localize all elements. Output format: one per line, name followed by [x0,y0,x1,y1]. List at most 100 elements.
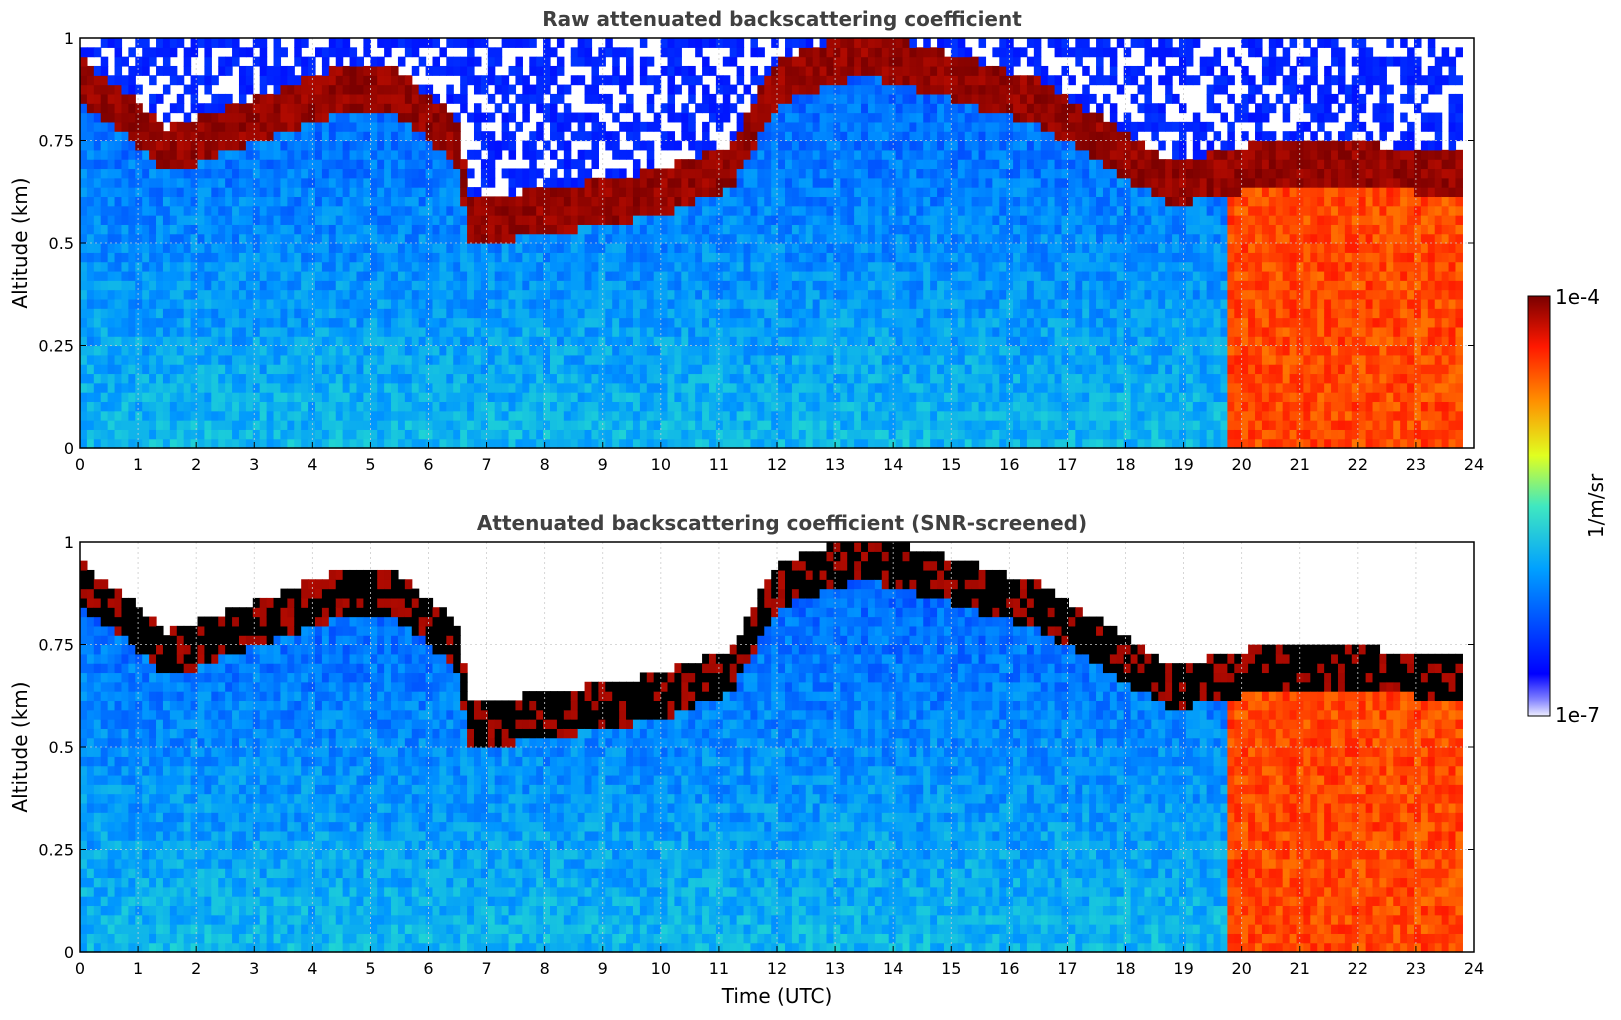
heatmap-cell [501,326,510,337]
heatmap-cell [80,364,88,375]
heatmap-cell [529,252,537,263]
heatmap-cell [867,103,876,114]
heatmap-cell [411,140,420,151]
heatmap-cell [453,131,461,142]
heatmap-cell [556,280,565,291]
heatmap-cell [570,420,579,430]
heatmap-cell [798,298,807,309]
heatmap-cell [238,224,247,235]
heatmap-cell [778,410,786,421]
heatmap-cell [861,38,869,48]
heatmap-cell [646,345,655,356]
heatmap-cell [121,131,129,142]
heatmap-cell [252,224,261,235]
heatmap-cell [142,38,150,48]
heatmap-cell [626,420,634,430]
heatmap-cell [80,196,88,207]
heatmap-cell [384,280,392,291]
heatmap-cell [612,317,620,328]
heatmap-cell [156,364,164,375]
heatmap-cell [93,420,102,430]
heatmap-cell [156,289,164,300]
heatmap-cell [902,121,911,132]
heatmap-cell [847,65,855,76]
heatmap-cell [114,168,123,179]
heatmap-cell [840,401,848,412]
heatmap-cell [923,103,931,114]
heatmap-cell [888,215,897,225]
heatmap-cell [785,56,793,67]
heatmap-cell [743,270,752,281]
heatmap-cell [494,84,503,95]
heatmap-cell [280,205,288,216]
heatmap-cell [384,401,392,412]
heatmap-cell [563,429,572,440]
heatmap-cell [688,93,696,104]
heatmap-cell [522,168,530,179]
heatmap-cell [556,177,565,188]
heatmap-cell [342,298,351,309]
heatmap-cell [543,224,551,235]
heatmap-cell [439,336,447,347]
heatmap-cell [653,224,662,235]
heatmap-cell [764,373,772,384]
heatmap-cell [888,112,897,123]
heatmap-cell [404,280,413,291]
heatmap-cell [902,280,911,291]
heatmap-cell [584,429,593,440]
heatmap-cell [840,382,848,393]
heatmap-cell [315,280,323,291]
heatmap-cell [162,261,171,272]
heatmap-cell [315,47,323,58]
heatmap-cell [356,354,364,365]
heatmap-cell [384,317,392,328]
heatmap-cell [646,420,655,430]
heatmap-cell [128,373,136,384]
heatmap-cell [315,205,323,216]
heatmap-cell [321,429,330,440]
heatmap-cell [708,243,717,253]
heatmap-cell [750,224,758,235]
heatmap-cell [536,215,544,225]
heatmap-cell [529,354,537,365]
heatmap-cell [259,298,268,309]
heatmap-cell [273,205,282,216]
heatmap-cell [197,354,206,365]
heatmap-cell [563,392,572,403]
heatmap-cell [397,159,406,170]
heatmap-cell [847,354,855,365]
heatmap-cell [591,187,599,198]
heatmap-cell [183,168,192,179]
heatmap-cell [349,159,358,170]
heatmap-cell [301,196,309,207]
heatmap-cell [916,47,924,58]
heatmap-cell [826,233,834,244]
heatmap-cell [107,196,116,207]
heatmap-cell [778,205,786,216]
heatmap-cell [176,326,185,337]
heatmap-cell [315,261,323,272]
heatmap-cell [902,93,911,104]
heatmap-cell [197,261,206,272]
heatmap-cell [702,345,710,356]
heatmap-cell [363,196,371,207]
heatmap-cell [563,187,572,198]
heatmap-cell [494,364,503,375]
heatmap-cell [577,326,586,337]
heatmap-cell [349,317,358,328]
heatmap-cell [328,420,337,430]
heatmap-cell [432,373,441,384]
heatmap-cell [169,317,178,328]
heatmap-cell [639,38,648,48]
heatmap-cell [287,354,295,365]
heatmap-cell [128,103,136,114]
heatmap-cell [377,354,385,365]
heatmap-cell [204,354,212,365]
heatmap-cell [612,326,620,337]
heatmap-cell [619,196,627,207]
heatmap-cell [916,131,924,142]
heatmap-cell [702,382,710,393]
heatmap-cell [785,373,793,384]
heatmap-cell [197,336,206,347]
heatmap-cell [391,140,399,151]
